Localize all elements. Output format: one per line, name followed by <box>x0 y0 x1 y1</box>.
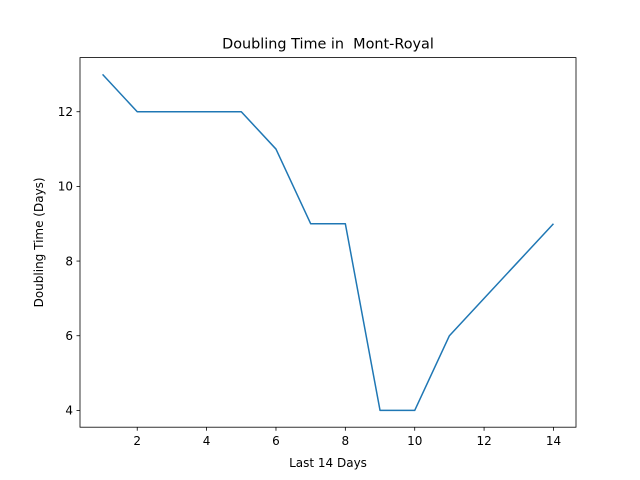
plot-area-frame <box>79 57 577 428</box>
y-axis-label: Doubling Time (Days) <box>32 177 46 307</box>
x-axis-ticks: 2 4 6 8 10 12 14 <box>133 427 561 448</box>
x-tick-label: 14 <box>546 434 561 448</box>
x-tick-label: 6 <box>272 434 280 448</box>
x-tick-label: 8 <box>342 434 350 448</box>
y-axis-ticks: 4 6 8 10 12 <box>58 105 80 418</box>
y-tick-label: 6 <box>65 329 73 343</box>
y-tick-label: 8 <box>65 254 73 268</box>
y-tick-label: 4 <box>65 404 73 418</box>
chart-title: Doubling Time in Mont-Royal <box>222 37 434 53</box>
y-tick-label: 12 <box>58 105 73 119</box>
x-tick-label: 10 <box>407 434 422 448</box>
x-tick-label: 4 <box>203 434 211 448</box>
x-tick-label: 12 <box>476 434 491 448</box>
x-tick-label: 2 <box>133 434 141 448</box>
y-tick-label: 10 <box>58 180 73 194</box>
series-line <box>102 73 554 412</box>
series-layer <box>102 73 554 412</box>
x-axis-label: Last 14 Days <box>289 456 367 470</box>
